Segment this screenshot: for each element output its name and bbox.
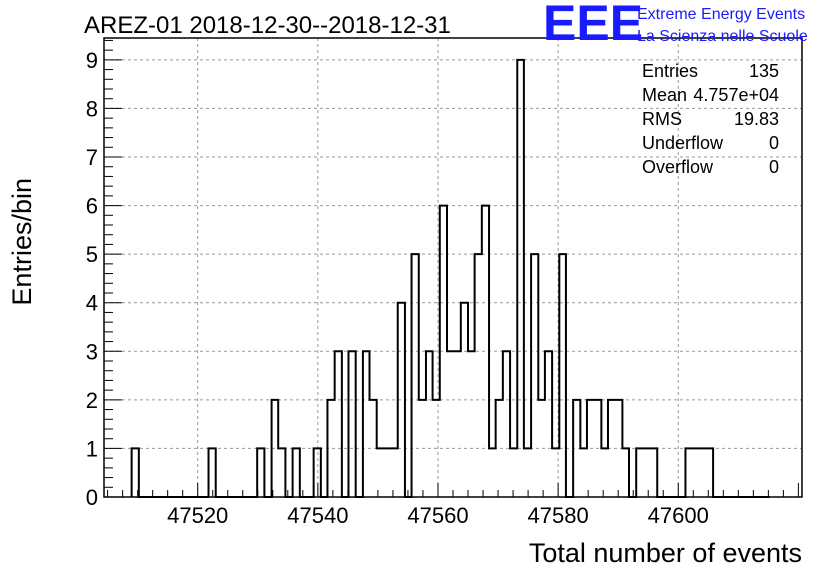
stats-box: Entries 135 Mean 4.757e+04 RMS 19.83 Underflow… [642,61,779,177]
stats-label: Mean [642,85,687,105]
y-tick-label: 4 [86,291,98,316]
histogram-bin [545,351,552,497]
histogram-bin [335,351,342,497]
stats-label: Entries [642,61,698,81]
stats-label: Underflow [642,133,724,153]
x-axis-label: Total number of events [529,538,802,568]
histogram-bin [489,448,496,497]
histogram-bin [468,351,475,497]
histogram-bin [391,448,398,497]
histogram-bin [440,206,447,497]
histogram-bin [510,448,517,497]
eee-logo: EEE Extreme Energy Events La Scienza nel… [543,0,808,51]
y-tick-label: 1 [86,436,98,461]
histogram-bin [461,303,468,497]
stats-label: Overflow [642,157,714,177]
histogram-bin [314,448,321,497]
stats-value: 0 [769,133,779,153]
y-tick-label: 7 [86,145,98,170]
histogram-bin [615,400,622,497]
histogram-bin [503,351,510,497]
histogram-bin [496,400,503,497]
histogram-bin [601,448,608,497]
stats-value: 135 [749,61,779,81]
histogram-bin [412,254,419,497]
histogram-bin [257,448,264,497]
histogram-bin [377,448,384,497]
y-tick-label: 6 [86,194,98,219]
histogram-bin [608,400,615,497]
y-tick-label: 8 [86,96,98,121]
y-tick-label: 3 [86,339,98,364]
histogram-bin [531,254,538,497]
y-tick-label: 0 [86,485,98,510]
y-tick-label: 2 [86,388,98,413]
histogram-bin [699,448,706,497]
histogram-bin [132,448,139,497]
histogram-bin [538,400,545,497]
histogram-bin [636,448,643,497]
axis-tick-labels: 47520 47540 47560 47580 47600 0 1 2 3 4 5 6 7 8 9 [86,48,709,528]
x-tick-label: 47600 [648,503,709,528]
stats-value: 19.83 [734,109,779,129]
histogram-bin [587,400,594,497]
histogram-bin [209,448,216,497]
histogram-bin [454,351,461,497]
histogram-bin [398,303,405,497]
grid-lines [104,38,802,497]
histogram-bin [594,400,601,497]
logo-line-2: La Scienza nelle Scuole [637,28,808,45]
x-tick-label: 47560 [407,503,468,528]
histogram-bin [650,448,657,497]
histogram-bin [482,206,489,497]
histogram-bin [475,254,482,497]
y-axis-label: Entries/bin [7,178,37,306]
histogram-bin [643,448,650,497]
axis-ticks [104,39,799,498]
y-tick-label: 5 [86,242,98,267]
histogram-bin [419,400,426,497]
logo-line-1: Extreme Energy Events [637,6,805,23]
y-tick-label: 9 [86,48,98,73]
histogram-bin [580,448,587,497]
chart-title: AREZ-01 2018-12-30--2018-12-31 [84,12,451,39]
histogram-bin [327,400,334,497]
stats-value: 0 [769,157,779,177]
histogram-bin [278,448,285,497]
histogram-bin [348,351,355,497]
histogram-bin [293,448,300,497]
histogram-bin [692,448,699,497]
stats-value: 4.757e+04 [693,85,779,105]
x-tick-label: 47580 [528,503,589,528]
histogram-bin [447,351,454,497]
histogram-bin [573,400,580,497]
stats-label: RMS [642,109,682,129]
histogram-bin [384,448,391,497]
histogram-bin [370,400,377,497]
histogram-bin [524,448,531,497]
histogram-bin [433,400,440,497]
logo-mark: EEE [543,0,643,51]
x-tick-label: 47520 [167,503,228,528]
x-tick-label: 47540 [287,503,348,528]
